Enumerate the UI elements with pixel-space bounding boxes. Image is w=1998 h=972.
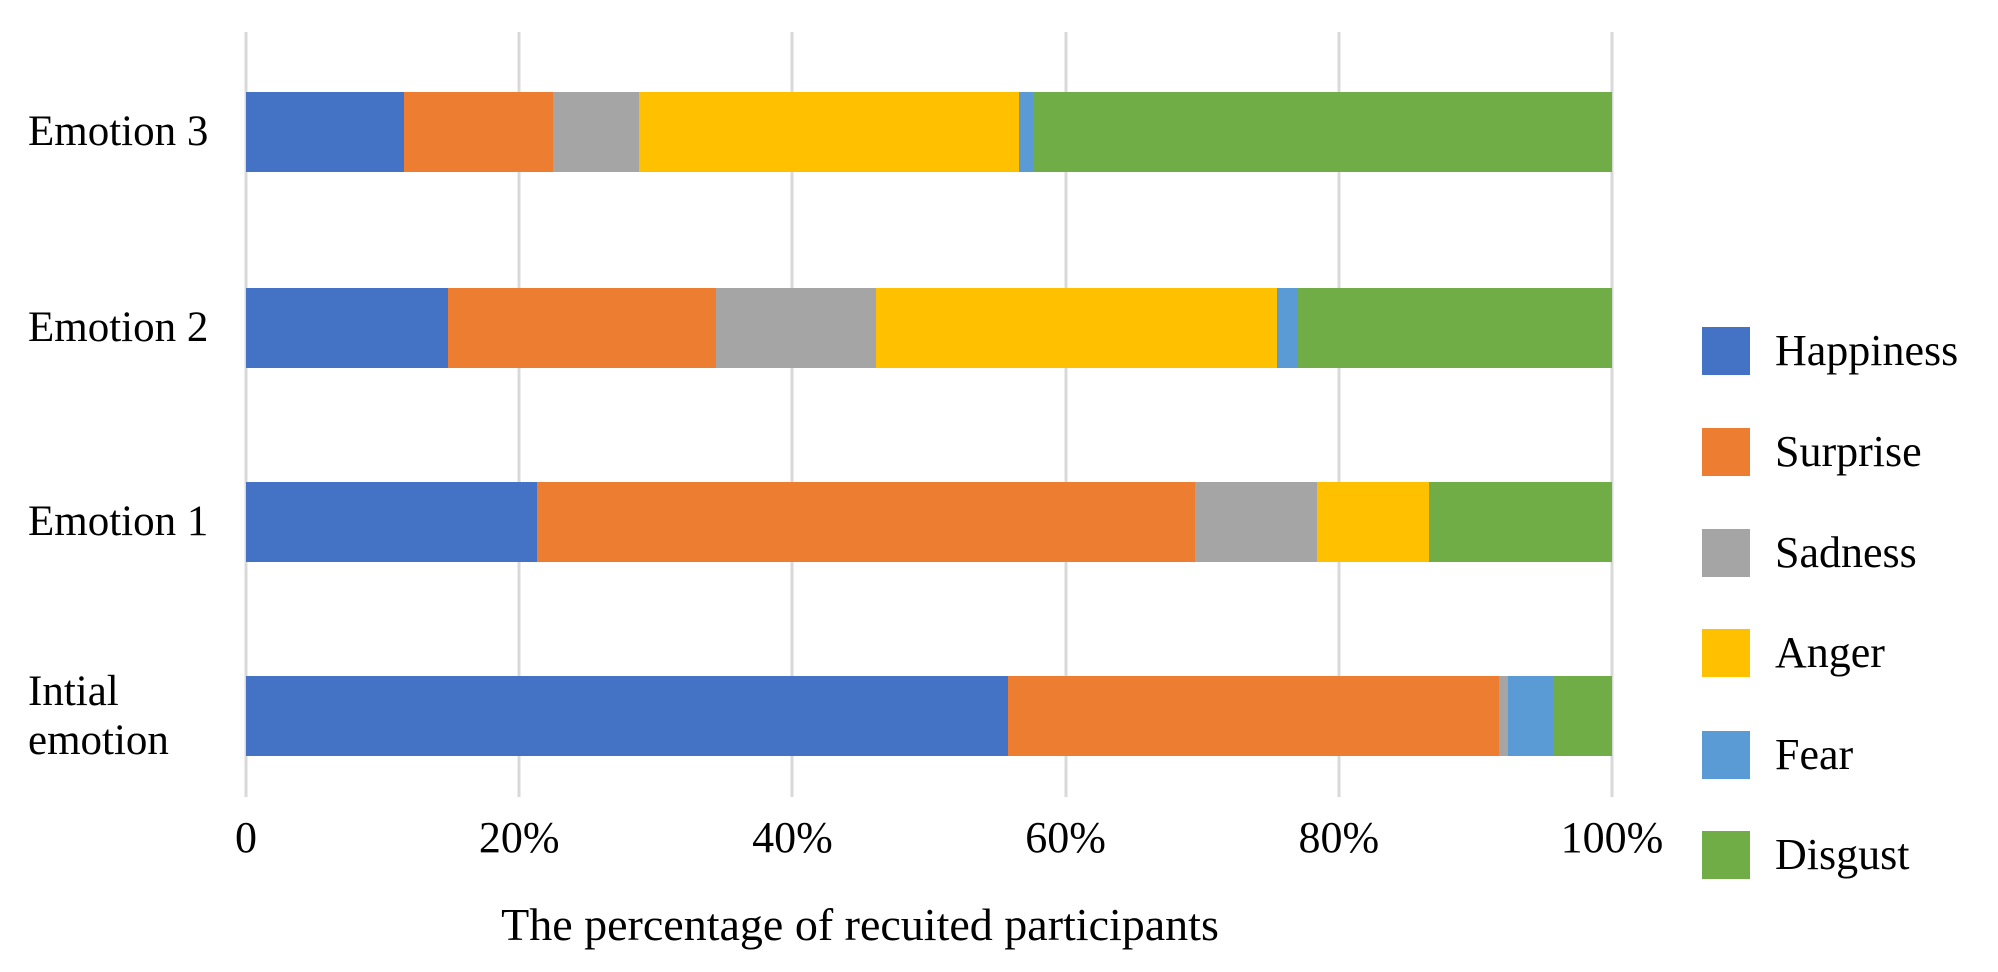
- bar-segment-fear: [1277, 288, 1298, 368]
- legend-label-sadness: Sadness: [1775, 528, 1917, 577]
- gridline-60pct: [1064, 32, 1068, 797]
- bar-segment-surprise: [536, 482, 1196, 562]
- bar-row-emotion-1: [246, 482, 1612, 562]
- y-axis-label-emotion-1: Emotion 1: [28, 498, 209, 546]
- legend-swatch-happiness: [1702, 327, 1750, 375]
- bar-row-emotion-3: [246, 92, 1612, 172]
- legend-swatch-fear: [1702, 731, 1750, 779]
- gridline-0: [244, 32, 248, 797]
- legend-swatch-surprise: [1702, 428, 1750, 476]
- x-tick-label-60pct: 60%: [1025, 813, 1106, 862]
- bar-segment-happiness: [246, 288, 449, 368]
- x-axis-title: The percentage of recuited participants: [501, 899, 1219, 950]
- gridline-100pct: [1610, 32, 1614, 797]
- gridline-80pct: [1337, 32, 1341, 797]
- legend-label-fear: Fear: [1775, 730, 1854, 779]
- x-tick-label-20pct: 20%: [478, 813, 560, 862]
- legend-label-surprise: Surprise: [1775, 427, 1922, 476]
- gridline-20pct: [517, 32, 521, 797]
- bar-segment-surprise: [448, 288, 716, 368]
- bar-segment-anger: [1316, 482, 1429, 562]
- legend-item-disgust: Disgust: [1702, 831, 1909, 879]
- bar-row-emotion-2: [246, 288, 1612, 368]
- y-axis-label-emotion-2: Emotion 2: [28, 304, 209, 352]
- legend-swatch-disgust: [1702, 831, 1750, 879]
- bar-segment-fear: [1508, 676, 1554, 756]
- legend-label-anger: Anger: [1775, 628, 1885, 677]
- legend-item-anger: Anger: [1702, 629, 1885, 677]
- legend-item-surprise: Surprise: [1702, 428, 1922, 476]
- x-tick-label-40pct: 40%: [752, 813, 833, 862]
- bar-segment-disgust: [1428, 482, 1612, 562]
- legend-swatch-sadness: [1702, 529, 1750, 577]
- bar-segment-disgust: [1032, 92, 1612, 172]
- bar-segment-sadness: [1498, 676, 1509, 756]
- bar-segment-anger: [639, 92, 1020, 172]
- x-tick-label-80pct: 80%: [1298, 813, 1380, 862]
- legend-item-happiness: Happiness: [1702, 327, 1958, 375]
- bar-segment-surprise: [404, 92, 554, 172]
- gridline-40pct: [790, 32, 794, 797]
- x-tick-label-0: 0: [235, 813, 257, 862]
- bar-segment-happiness: [246, 482, 537, 562]
- bar-row-intial-emotion: [246, 676, 1612, 756]
- y-axis-label-intial-emotion: Intial emotion: [28, 667, 169, 764]
- bar-segment-anger: [875, 288, 1278, 368]
- bar-segment-happiness: [246, 92, 405, 172]
- legend-label-disgust: Disgust: [1775, 830, 1910, 879]
- legend-swatch-anger: [1702, 629, 1750, 677]
- bar-segment-sadness: [1195, 482, 1317, 562]
- bar-segment-sadness: [553, 92, 640, 172]
- bar-segment-disgust: [1553, 676, 1612, 756]
- legend-item-sadness: Sadness: [1702, 529, 1917, 577]
- plot-area: [244, 32, 1614, 797]
- y-axis-label-emotion-3: Emotion 3: [28, 108, 209, 156]
- bar-segment-happiness: [246, 676, 1009, 756]
- bar-segment-surprise: [1008, 676, 1499, 756]
- x-tick-label-100pct: 100%: [1560, 813, 1664, 862]
- bar-segment-disgust: [1297, 288, 1612, 368]
- legend-item-fear: Fear: [1702, 731, 1853, 779]
- legend-label-happiness: Happiness: [1775, 326, 1959, 375]
- bar-segment-sadness: [715, 288, 876, 368]
- bar-segment-fear: [1019, 92, 1033, 172]
